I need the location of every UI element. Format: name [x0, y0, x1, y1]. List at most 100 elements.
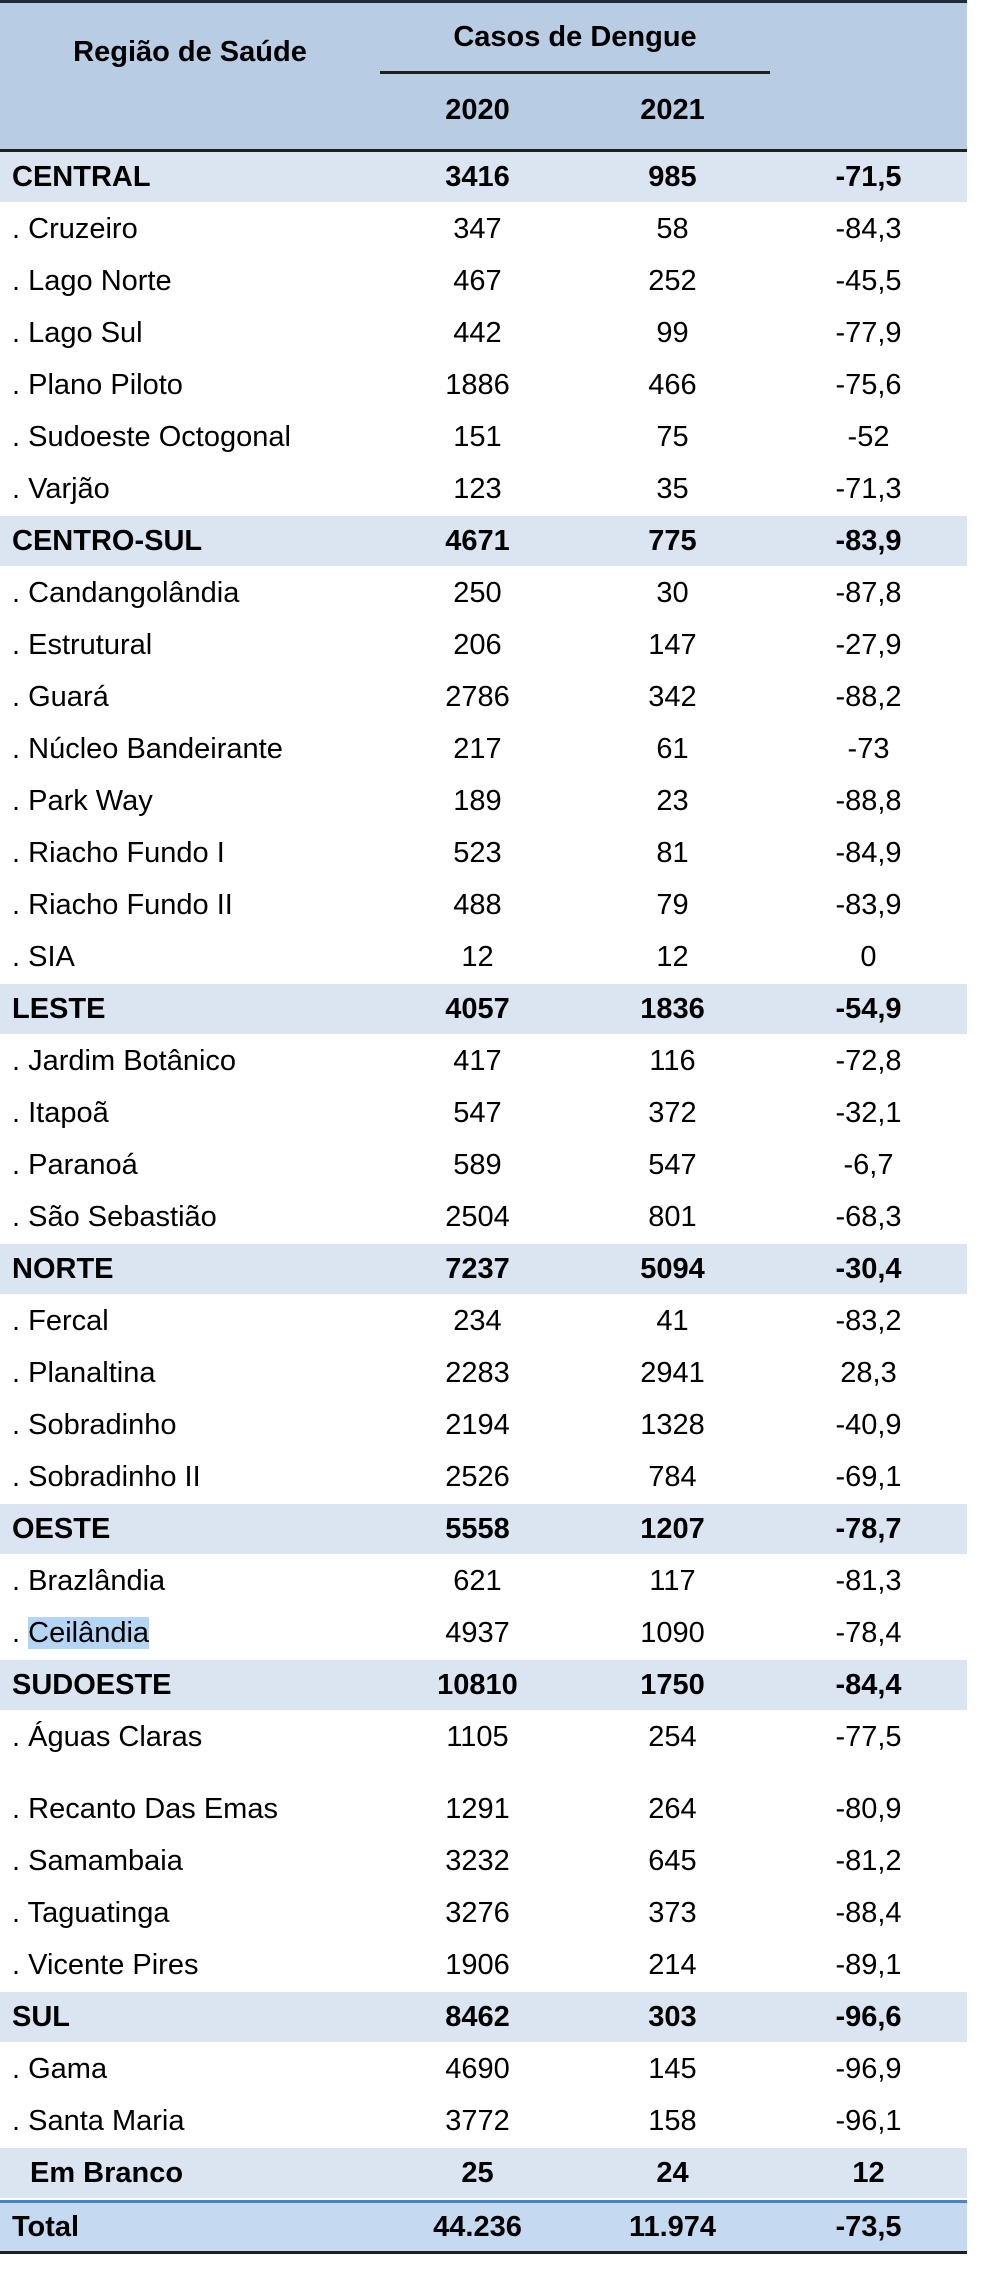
- region-name: SIA: [28, 941, 75, 973]
- row-bullet: .: [12, 1305, 29, 1337]
- cell-cases-2021: 1328: [640, 1409, 705, 1441]
- row-bullet: .: [12, 1149, 29, 1181]
- cell-cases-2021: 145: [648, 2053, 697, 2085]
- cell-cases-2020: 2786: [445, 681, 510, 713]
- table-body: CENTRAL 3416 985 -71,5. Cruzeiro 347 58 -84,3.…: [0, 152, 967, 2254]
- cell-cases-2021: 801: [648, 1201, 697, 1233]
- cell-region-name: SUL: [0, 2000, 380, 2034]
- subregion-row: . Samambaia 3232 645 -81,2: [0, 1836, 967, 1888]
- cell-cases-2020: 12: [461, 941, 494, 973]
- cell-cases-2021: 35: [656, 473, 689, 505]
- region-name: São Sebastião: [28, 1201, 217, 1233]
- cell-cases-2021: 254: [648, 1721, 697, 1753]
- region-name: Park Way: [28, 785, 153, 817]
- cell-region-name: . Santa Maria: [0, 2104, 380, 2138]
- cell-percent-change: 28,3: [840, 1357, 897, 1389]
- cell-cases-2021: 784: [648, 1461, 697, 1493]
- subregion-row: . Park Way 189 23 -88,8: [0, 776, 967, 828]
- subregion-row: . Águas Claras 1105 254 -77,5: [0, 1712, 967, 1784]
- cell-cases-2021: 1836: [640, 993, 705, 1025]
- cell-percent-change: -77,9: [835, 317, 902, 349]
- cell-cases-2021: 12: [656, 941, 689, 973]
- region-name: Águas Claras: [28, 1721, 203, 1753]
- subregion-row: . Paranoá 589 547 -6,7: [0, 1140, 967, 1192]
- region-name: Plano Piloto: [28, 369, 183, 401]
- cell-region-name: . Estrutural: [0, 628, 380, 662]
- subregion-row: . Núcleo Bandeirante 217 61 -73: [0, 724, 967, 776]
- row-bullet: .: [12, 213, 29, 245]
- subregion-row: . Guará 2786 342 -88,2: [0, 672, 967, 724]
- cell-cases-2021: 373: [648, 1897, 697, 1929]
- row-bullet: .: [12, 837, 29, 869]
- region-name: Núcleo Bandeirante: [28, 733, 283, 765]
- row-bullet: .: [12, 785, 29, 817]
- cell-percent-change: -84,9: [835, 837, 902, 869]
- cell-percent-change: -81,2: [835, 1845, 902, 1877]
- cell-cases-2021: 11.974: [628, 2211, 717, 2243]
- cell-cases-2021: 303: [648, 2001, 697, 2033]
- region-name: OESTE: [12, 1513, 111, 1545]
- cell-cases-2021: 214: [648, 1949, 697, 1981]
- cell-percent-change: 12: [852, 2157, 885, 2189]
- subregion-row: . Taguatinga 3276 373 -88,4: [0, 1888, 967, 1940]
- subregion-row: . Sobradinho 2194 1328 -40,9: [0, 1400, 967, 1452]
- cell-cases-2020: 1906: [445, 1949, 510, 1981]
- cell-cases-2020: 5558: [445, 1513, 510, 1545]
- row-bullet: .: [12, 2053, 29, 2085]
- row-bullet: .: [12, 1097, 29, 1129]
- cell-percent-change: -32,1: [835, 1097, 902, 1129]
- region-name: Sobradinho: [28, 1409, 177, 1441]
- cell-region-name: SUDOESTE: [0, 1668, 380, 1702]
- cell-cases-2020: 250: [453, 577, 502, 609]
- cell-region-name: . Guará: [0, 680, 380, 714]
- subregion-row: . Riacho Fundo I 523 81 -84,9: [0, 828, 967, 880]
- selected-text: Ceilândia: [28, 1617, 150, 1649]
- region-name: Planaltina: [28, 1357, 156, 1389]
- cell-percent-change: -96,9: [835, 2053, 902, 2085]
- cell-cases-2021: 117: [649, 1565, 696, 1597]
- cell-cases-2021: 116: [649, 1045, 696, 1077]
- subregion-row: . SIA 12 12 0: [0, 932, 967, 984]
- cell-region-name: . Riacho Fundo II: [0, 888, 380, 922]
- cell-cases-2020: 3416: [445, 161, 510, 193]
- region-row: NORTE 7237 5094 -30,4: [0, 1244, 967, 1296]
- row-bullet: .: [12, 577, 29, 609]
- column-group-header-dengue-cases: Casos de Dengue: [453, 21, 697, 53]
- cell-cases-2021: 75: [656, 421, 689, 453]
- column-header-region: Região de Saúde: [73, 36, 307, 68]
- cell-percent-change: -81,3: [835, 1565, 902, 1597]
- cell-region-name: . Jardim Botânico: [0, 1044, 380, 1078]
- cell-cases-2020: 488: [453, 889, 502, 921]
- cell-cases-2020: 2526: [445, 1461, 510, 1493]
- region-name: Santa Maria: [28, 2105, 185, 2137]
- cell-region-name: OESTE: [0, 1512, 380, 1546]
- subregion-row: . Planaltina 2283 2941 28,3: [0, 1348, 967, 1400]
- cell-region-name: . Planaltina: [0, 1356, 380, 1390]
- subregion-row: . Riacho Fundo II 488 79 -83,9: [0, 880, 967, 932]
- total-row: Total 44.236 11.974 -73,5: [0, 2200, 967, 2254]
- cell-percent-change: -69,1: [835, 1461, 902, 1493]
- cell-percent-change: -73,5: [835, 2211, 902, 2243]
- region-name: NORTE: [12, 1253, 114, 1285]
- region-name: CENTRO-SUL: [12, 525, 203, 557]
- cell-region-name: . Recanto Das Emas: [0, 1792, 380, 1826]
- subregion-row: . Sudoeste Octogonal 151 75 -52: [0, 412, 967, 464]
- cell-cases-2021: 58: [656, 213, 689, 245]
- column-header-2020: 2020: [445, 94, 510, 126]
- subregion-row: . Cruzeiro 347 58 -84,3: [0, 204, 967, 256]
- cell-percent-change: -71,5: [835, 161, 902, 193]
- cell-region-name: . Taguatinga: [0, 1896, 380, 1930]
- row-bullet: .: [12, 265, 29, 297]
- row-bullet: .: [12, 1949, 29, 1981]
- cell-region-name: . Gama: [0, 2052, 380, 2086]
- cell-cases-2020: 4937: [445, 1617, 510, 1649]
- cell-cases-2021: 41: [656, 1305, 689, 1337]
- cell-cases-2020: 523: [453, 837, 502, 869]
- cell-cases-2020: 3232: [445, 1845, 510, 1877]
- group-header-underline: [380, 71, 770, 74]
- cell-region-name: . São Sebastião: [0, 1200, 380, 1234]
- cell-cases-2021: 372: [648, 1097, 697, 1129]
- row-bullet: .: [12, 681, 29, 713]
- region-name: Itapoã: [28, 1097, 109, 1129]
- cell-cases-2021: 775: [648, 525, 697, 557]
